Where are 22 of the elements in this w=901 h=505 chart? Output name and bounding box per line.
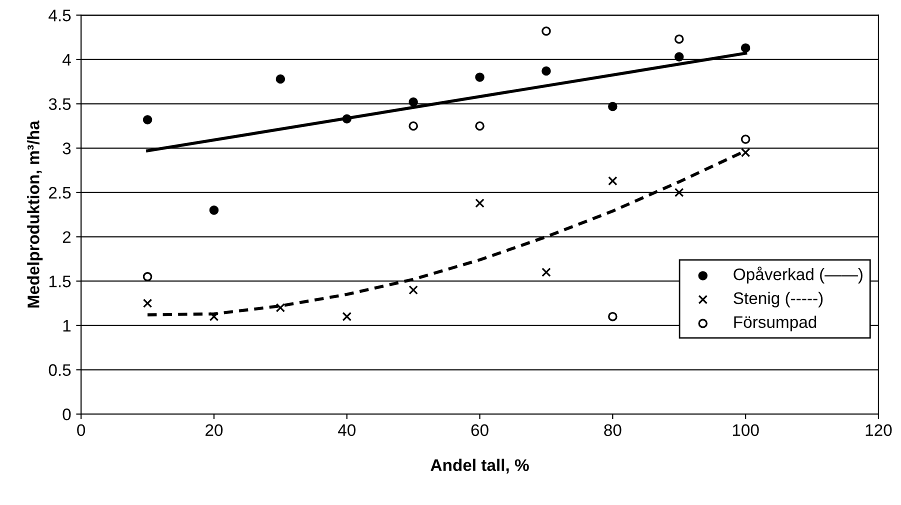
x-axis-title: Andel tall, %	[430, 458, 529, 474]
x-tick-label: 40	[338, 424, 356, 436]
y-tick-label: 4.5	[48, 10, 71, 22]
x-tick-label: 20	[206, 424, 223, 436]
y-axis-title: Medelproduktion, m³/ha	[27, 120, 43, 308]
y-tick-label: 3	[62, 142, 71, 154]
x-tick-label: 60	[471, 424, 488, 436]
x-tick-label: 100	[732, 424, 759, 436]
x-tick-label: 0	[77, 424, 86, 436]
y-tick-label: 2.5	[49, 186, 71, 199]
y-tick-label: 1	[63, 320, 71, 332]
legend-label: Stenig (-----)	[734, 292, 823, 308]
x-tick-label: 120	[866, 424, 892, 436]
y-tick-label: 2	[62, 231, 71, 243]
x-tick-label: 80	[604, 424, 622, 436]
y-tick-label: 3.5	[48, 98, 71, 110]
legend-label: Opåverkad (——)	[734, 266, 862, 284]
y-tick-label: 4	[62, 54, 71, 66]
y-tick-label: 1.5	[49, 276, 71, 288]
legend-label: Försumpad	[734, 316, 816, 332]
y-tick-label: 0.5	[48, 364, 71, 376]
y-tick-label: 0	[62, 408, 71, 420]
